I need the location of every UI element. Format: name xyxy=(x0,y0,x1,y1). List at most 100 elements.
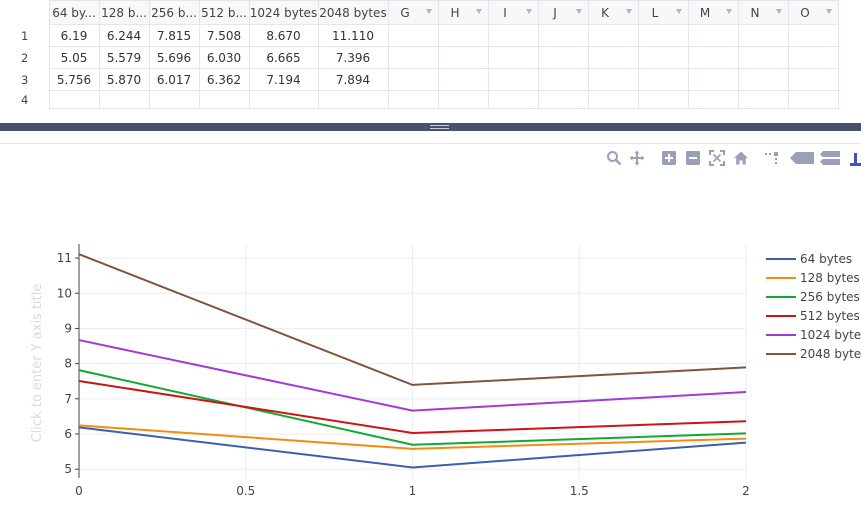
table-cell[interactable]: 5.756 xyxy=(48,68,100,91)
table-cell[interactable] xyxy=(98,90,150,109)
table-cell[interactable] xyxy=(387,90,439,109)
table-cell[interactable] xyxy=(537,90,589,109)
reset-axes-icon[interactable] xyxy=(733,150,749,166)
table-cell[interactable]: 6.19 xyxy=(48,24,100,47)
legend-item-label[interactable]: 1024 bytes xyxy=(800,328,861,342)
column-header-n[interactable]: N xyxy=(737,0,789,25)
table-cell[interactable]: 11.110 xyxy=(317,24,389,47)
legend-item-label[interactable]: 2048 bytes xyxy=(800,347,861,361)
chevron-down-icon[interactable] xyxy=(475,9,482,14)
legend-item-label[interactable]: 512 bytes xyxy=(800,309,860,323)
column-header[interactable]: 512 b... xyxy=(198,0,250,25)
table-cell[interactable] xyxy=(48,90,100,109)
table-cell[interactable] xyxy=(637,24,689,47)
series-line[interactable] xyxy=(78,339,747,412)
table-cell[interactable] xyxy=(687,46,739,69)
grip-icon[interactable] xyxy=(430,125,449,129)
table-cell[interactable]: 7.815 xyxy=(148,24,200,47)
table-cell[interactable] xyxy=(787,46,839,69)
table-cell[interactable] xyxy=(737,24,789,47)
column-header-h[interactable]: H xyxy=(437,0,489,25)
table-cell[interactable] xyxy=(387,68,439,91)
table-cell[interactable] xyxy=(737,90,789,109)
series-line[interactable] xyxy=(78,253,747,386)
table-cell[interactable]: 7.396 xyxy=(317,46,389,69)
hover-compare-icon[interactable] xyxy=(820,150,840,166)
row-number[interactable]: 3 xyxy=(0,68,49,91)
table-cell[interactable]: 5.870 xyxy=(98,68,150,91)
table-cell[interactable]: 7.194 xyxy=(248,68,319,91)
table-cell[interactable] xyxy=(148,90,200,109)
table-cell[interactable]: 7.894 xyxy=(317,68,389,91)
column-header[interactable]: 128 b... xyxy=(98,0,150,25)
column-header[interactable]: 64 by... xyxy=(48,0,100,25)
column-header-g[interactable]: G xyxy=(387,0,439,25)
table-cell[interactable] xyxy=(437,46,489,69)
table-cell[interactable]: 5.05 xyxy=(48,46,100,69)
table-cell[interactable]: 8.670 xyxy=(248,24,319,47)
spike-lines-icon[interactable] xyxy=(764,150,780,166)
column-header-k[interactable]: K xyxy=(587,0,639,25)
row-number[interactable]: 2 xyxy=(0,46,49,69)
hover-closest-icon[interactable] xyxy=(790,150,814,166)
series-line[interactable] xyxy=(78,379,747,434)
pan-icon[interactable] xyxy=(629,150,645,166)
table-cell[interactable] xyxy=(248,90,319,109)
table-cell[interactable] xyxy=(198,90,250,109)
column-header[interactable]: 2048 bytes xyxy=(317,0,389,25)
column-header-l[interactable]: L xyxy=(637,0,689,25)
column-header-i[interactable]: I xyxy=(487,0,539,25)
table-cell[interactable] xyxy=(637,46,689,69)
table-cell[interactable] xyxy=(437,68,489,91)
table-cell[interactable]: 5.579 xyxy=(98,46,150,69)
bar-icon[interactable] xyxy=(850,150,861,166)
chevron-down-icon[interactable] xyxy=(725,9,732,14)
series-line[interactable] xyxy=(78,424,747,450)
zoom-in-icon[interactable] xyxy=(661,150,677,166)
panel-resize-handle[interactable] xyxy=(0,123,861,131)
table-cell[interactable] xyxy=(437,24,489,47)
table-cell[interactable]: 6.665 xyxy=(248,46,319,69)
chevron-down-icon[interactable] xyxy=(775,9,782,14)
table-cell[interactable] xyxy=(387,24,439,47)
chevron-down-icon[interactable] xyxy=(575,9,582,14)
table-cell[interactable] xyxy=(687,68,739,91)
column-header-o[interactable]: O xyxy=(787,0,839,25)
table-cell[interactable] xyxy=(537,68,589,91)
zoom-out-icon[interactable] xyxy=(685,150,701,166)
row-number[interactable]: 1 xyxy=(0,24,49,47)
chart-legend[interactable]: 64 bytes 128 bytes 256 bytes 512 bytes 1024 … xyxy=(766,252,861,361)
table-cell[interactable] xyxy=(787,68,839,91)
table-cell[interactable] xyxy=(687,90,739,109)
chevron-down-icon[interactable] xyxy=(825,9,832,14)
table-cell[interactable]: 7.508 xyxy=(198,24,250,47)
chevron-down-icon[interactable] xyxy=(625,9,632,14)
autoscale-icon[interactable] xyxy=(709,150,725,166)
column-header-j[interactable]: J xyxy=(537,0,589,25)
table-cell[interactable] xyxy=(787,24,839,47)
y-axis-title-placeholder[interactable]: Click to enter Y axis title xyxy=(30,284,45,443)
table-cell[interactable]: 6.244 xyxy=(98,24,150,47)
table-cell[interactable] xyxy=(637,68,689,91)
table-cell[interactable] xyxy=(587,24,639,47)
chevron-down-icon[interactable] xyxy=(675,9,682,14)
table-cell[interactable] xyxy=(487,24,539,47)
table-cell[interactable] xyxy=(487,68,539,91)
table-cell[interactable] xyxy=(487,46,539,69)
table-cell[interactable] xyxy=(737,68,789,91)
table-cell[interactable] xyxy=(537,46,589,69)
chevron-down-icon[interactable] xyxy=(425,9,432,14)
legend-item-label[interactable]: 256 bytes xyxy=(800,290,860,304)
row-number[interactable]: 4 xyxy=(0,90,49,109)
column-header-m[interactable]: M xyxy=(687,0,739,25)
table-cell[interactable]: 6.362 xyxy=(198,68,250,91)
table-cell[interactable] xyxy=(317,90,389,109)
table-cell[interactable] xyxy=(437,90,489,109)
legend-item-label[interactable]: 64 bytes xyxy=(800,252,852,266)
table-cell[interactable]: 6.017 xyxy=(148,68,200,91)
column-header[interactable]: 1024 bytes xyxy=(248,0,319,25)
table-cell[interactable] xyxy=(587,90,639,109)
zoom-icon[interactable] xyxy=(606,150,622,166)
table-cell[interactable] xyxy=(637,90,689,109)
legend-item-label[interactable]: 128 bytes xyxy=(800,271,860,285)
